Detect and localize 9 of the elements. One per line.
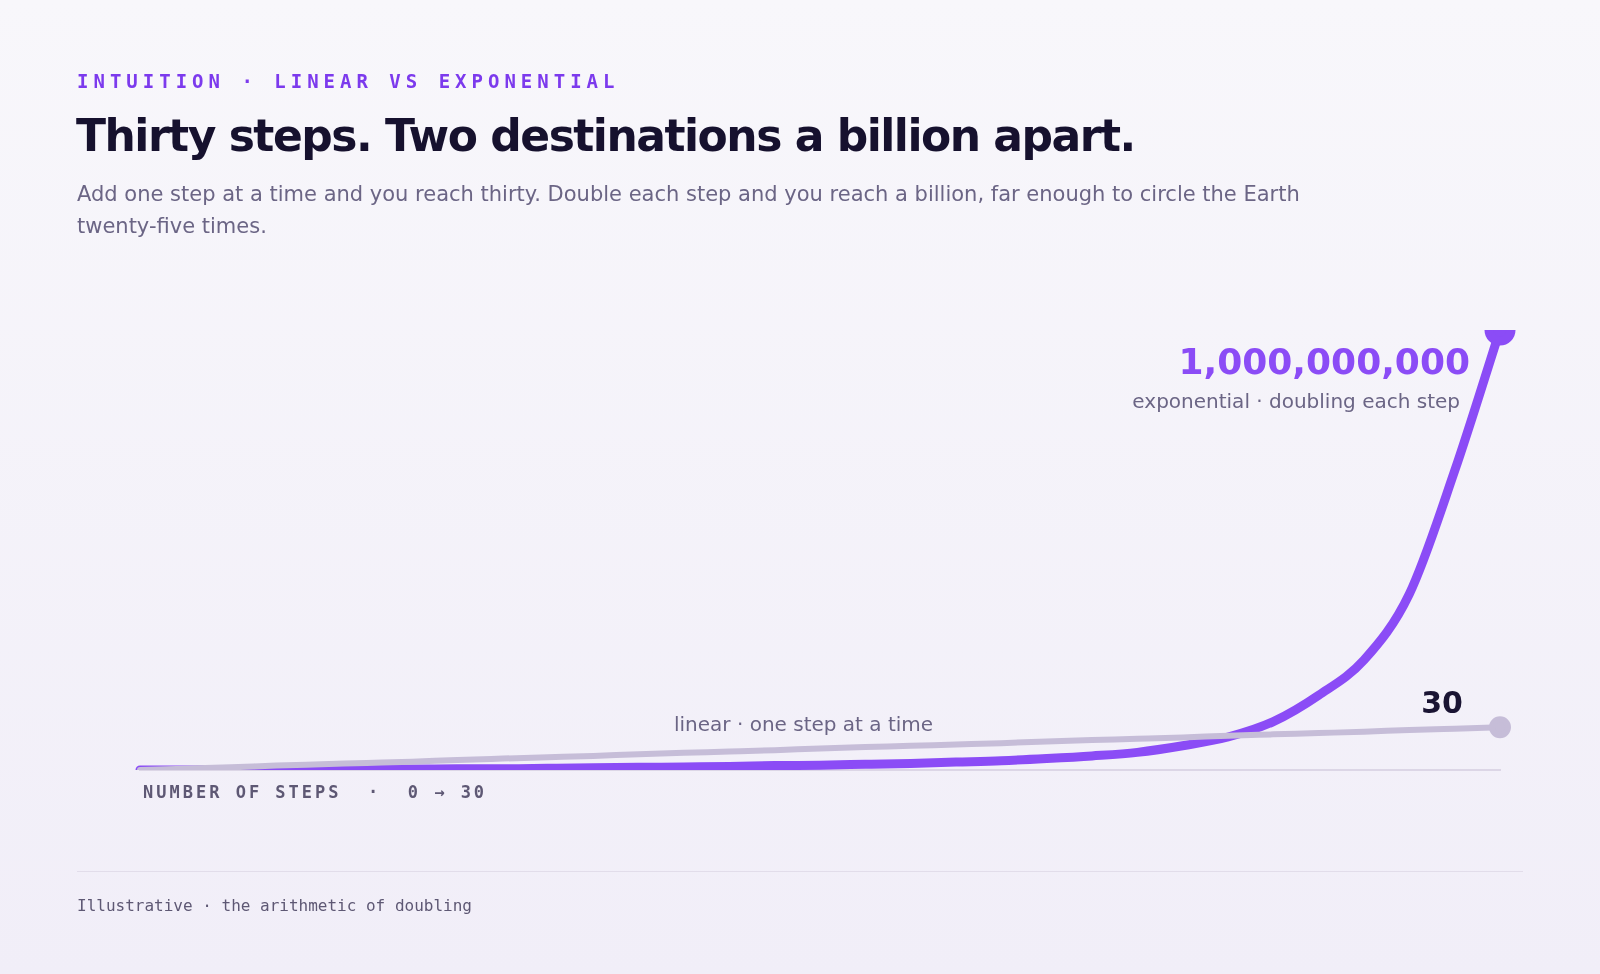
series-label: linear · one step at a time [674,711,934,736]
annotation: 30 [1421,685,1463,721]
x-axis-title: NUMBER OF STEPS · 0 → 30 [143,782,488,802]
annotation: 1,000,000,000 [1178,341,1470,382]
chart-title: Thirty steps. Two destinations a billion apart. [76,110,1135,161]
series-label: exponential · doubling each step [1132,389,1460,413]
text: Illustrative · the arithmetic of doubling [77,896,472,915]
text: INTUITION · LINEAR VS EXPONENTIAL [77,70,620,92]
chart-subtitle: Add one step at a time and you reach thirty. Double each step and you reach a billion, far enough to circle the Earth twenty-five times. [77,181,1301,240]
